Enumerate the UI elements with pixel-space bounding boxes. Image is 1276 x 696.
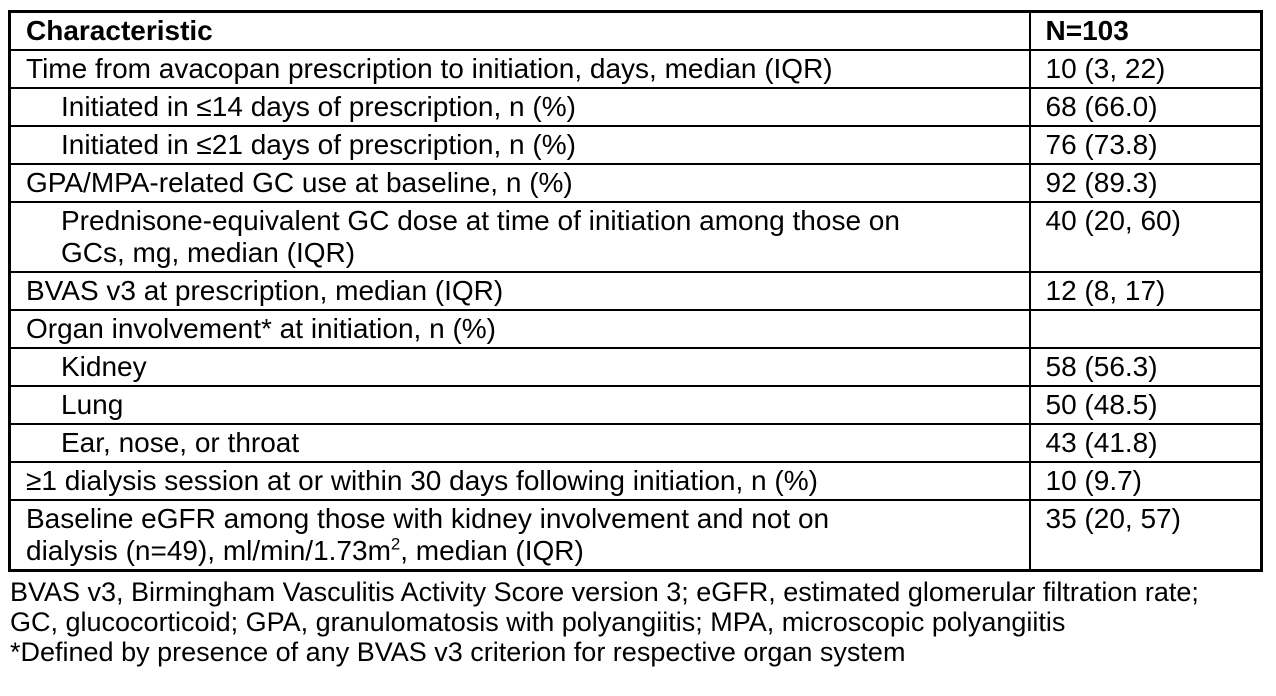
footnote-asterisk-definition: *Defined by presence of any BVAS v3 crit… [10,637,906,667]
row-label: Lung [8,385,1031,425]
row-label: GPA/MPA-related GC use at baseline, n (%… [8,163,1031,203]
header-cell-characteristic: Characteristic [8,10,1031,51]
row-label-line2: dialysis (n=49), ml/min/1.73m [26,535,391,566]
row-label-line1: Prednisone-equivalent GC dose at time of… [61,205,900,236]
row-value [1028,309,1263,349]
row-label: Ear, nose, or throat [8,423,1031,463]
row-value: 76 (73.8) [1028,125,1263,165]
row-label: Initiated in ≤21 days of prescription, n… [8,125,1031,165]
table-header-row: Characteristic N=103 [8,10,1263,51]
characteristics-table: Characteristic N=103 Time from avacopan … [8,10,1263,572]
row-label: Prednisone-equivalent GC dose at time of… [8,201,1031,273]
row-value: 10 (3, 22) [1028,49,1263,89]
row-value: 40 (20, 60) [1028,201,1263,273]
row-label-line2-cont: , median (IQR) [400,535,584,566]
footnotes: BVAS v3, Birmingham Vasculitis Activity … [8,577,1268,667]
table-row: Ear, nose, or throat 43 (41.8) [8,423,1263,463]
table-row: BVAS v3 at prescription, median (IQR) 12… [8,271,1263,311]
table-row: Organ involvement* at initiation, n (%) [8,309,1263,349]
row-value: 58 (56.3) [1028,347,1263,387]
row-label: BVAS v3 at prescription, median (IQR) [8,271,1031,311]
table-row: Initiated in ≤21 days of prescription, n… [8,125,1263,165]
row-value: 12 (8, 17) [1028,271,1263,311]
row-value: 92 (89.3) [1028,163,1263,203]
row-value: 50 (48.5) [1028,385,1263,425]
superscript: 2 [390,534,401,554]
row-value: 43 (41.8) [1028,423,1263,463]
row-label: Initiated in ≤14 days of prescription, n… [8,87,1031,127]
table-row: ≥1 dialysis session at or within 30 days… [8,461,1263,501]
table-row: Prednisone-equivalent GC dose at time of… [8,201,1263,273]
table-row: Initiated in ≤14 days of prescription, n… [8,87,1263,127]
row-value: 35 (20, 57) [1028,499,1263,572]
row-label: Time from avacopan prescription to initi… [8,49,1031,89]
footnote-abbreviations-line2: GC, glucocorticoid; GPA, granulomatosis … [10,607,1066,637]
footnote-abbreviations-line1: BVAS v3, Birmingham Vasculitis Activity … [10,577,1199,607]
row-label-line1: Baseline eGFR among those with kidney in… [26,503,830,534]
table-row: Time from avacopan prescription to initi… [8,49,1263,89]
row-label-line2: GCs, mg, median (IQR) [61,237,356,268]
row-value: 10 (9.7) [1028,461,1263,501]
header-cell-n: N=103 [1028,10,1263,51]
row-label: ≥1 dialysis session at or within 30 days… [8,461,1031,501]
row-value: 68 (66.0) [1028,87,1263,127]
table-row: GPA/MPA-related GC use at baseline, n (%… [8,163,1263,203]
table-row: Baseline eGFR among those with kidney in… [8,499,1263,572]
row-label: Baseline eGFR among those with kidney in… [8,499,1031,572]
row-label: Organ involvement* at initiation, n (%) [8,309,1031,349]
row-label: Kidney [8,347,1031,387]
table-row: Lung 50 (48.5) [8,385,1263,425]
table-row: Kidney 58 (56.3) [8,347,1263,387]
